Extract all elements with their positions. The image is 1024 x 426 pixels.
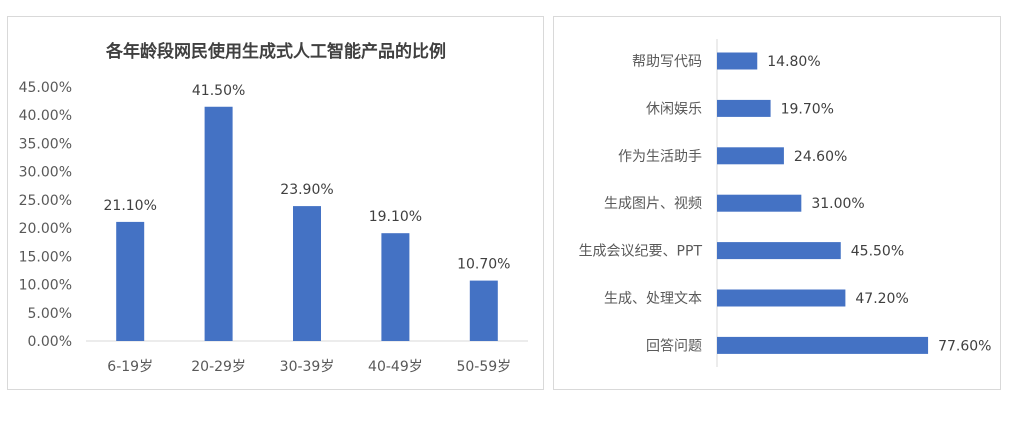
y-tick-label: 20.00% xyxy=(19,221,72,237)
bar-value-label: 77.60% xyxy=(938,338,991,354)
bar xyxy=(204,106,233,341)
y-tick-label: 45.00% xyxy=(19,80,72,96)
bar-value-label: 47.20% xyxy=(855,291,908,307)
bar-value-label: 45.50% xyxy=(851,244,904,260)
bar xyxy=(717,194,802,212)
x-tick-label: 40-49岁 xyxy=(368,359,423,375)
y-tick-label: 休闲娱乐 xyxy=(646,101,702,117)
y-tick-label: 生成图片、视频 xyxy=(604,196,702,212)
bar-value-label: 10.70% xyxy=(457,257,510,273)
y-tick-label: 40.00% xyxy=(19,108,72,124)
bar xyxy=(116,221,145,341)
bar xyxy=(717,336,929,354)
age-group-chart-panel: 各年龄段网民使用生成式人工智能产品的比例 0.00% 5.00% 10.00% 15.… xyxy=(7,16,544,390)
bar xyxy=(469,280,498,341)
bar xyxy=(717,52,758,70)
bar-value-label: 24.60% xyxy=(794,149,847,165)
x-tick-label: 6-19岁 xyxy=(107,359,153,375)
bar xyxy=(717,289,846,307)
y-tick-label: 35.00% xyxy=(19,136,72,152)
bar xyxy=(381,233,410,341)
y-tick-label: 15.00% xyxy=(19,249,72,265)
y-tick-label: 5.00% xyxy=(28,306,72,322)
x-tick-label: 30-39岁 xyxy=(280,359,335,375)
bar-value-label: 19.70% xyxy=(781,101,834,117)
x-tick-label: 20-29岁 xyxy=(191,359,246,375)
y-tick-label: 生成会议纪要、PPT xyxy=(579,244,703,260)
bar xyxy=(717,99,771,117)
bar-value-label: 14.80% xyxy=(767,54,820,70)
usage-purpose-bar-chart: 帮助写代码 14.80% 休闲娱乐 19.70% 作为生活助手 24.60% 生成图片、视频… xyxy=(579,39,991,367)
usage-purpose-chart-panel: 帮助写代码 14.80% 休闲娱乐 19.70% 作为生活助手 24.60% 生成图片、视频… xyxy=(553,16,1001,390)
bar xyxy=(717,242,841,260)
y-tick-label: 回答问题 xyxy=(646,337,702,354)
chart-title: 各年龄段网民使用生成式人工智能产品的比例 xyxy=(105,41,446,62)
y-tick-label: 帮助写代码 xyxy=(632,54,702,70)
bar xyxy=(717,147,784,165)
y-tick-label: 25.00% xyxy=(19,193,72,209)
x-tick-label: 50-59岁 xyxy=(456,359,511,375)
y-tick-label: 0.00% xyxy=(28,334,72,350)
y-tick-label: 作为生活助手 xyxy=(618,149,702,165)
bar-value-label: 19.10% xyxy=(369,209,422,225)
bar-value-label: 41.50% xyxy=(192,83,245,99)
bar-value-label: 21.10% xyxy=(104,198,157,214)
y-tick-label: 10.00% xyxy=(19,278,72,294)
age-group-bar-chart: 各年龄段网民使用生成式人工智能产品的比例 0.00% 5.00% 10.00% 15.… xyxy=(19,41,528,375)
y-tick-label: 生成、处理文本 xyxy=(604,291,702,307)
bar-value-label: 31.00% xyxy=(811,196,864,212)
bar-value-label: 23.90% xyxy=(280,182,333,198)
bar xyxy=(293,206,321,341)
y-tick-label: 30.00% xyxy=(19,165,72,181)
